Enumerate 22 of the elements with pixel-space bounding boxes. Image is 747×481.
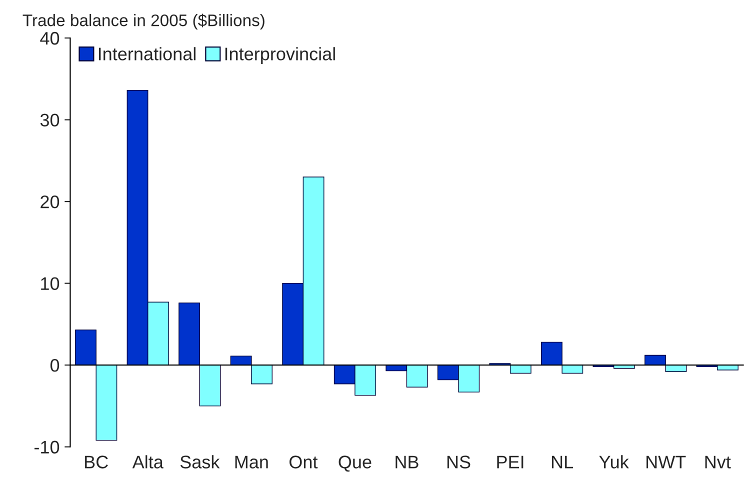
- x-tick-label: NB: [396, 456, 418, 468]
- y-tick-label: 40: [40, 32, 60, 45]
- x-tick-label: NWT: [646, 456, 686, 468]
- y-tick-label: 20: [40, 195, 60, 208]
- x-tick-label: NL: [552, 456, 573, 468]
- y-tick-label: -10: [34, 440, 60, 454]
- y-tick-label: 0: [50, 359, 60, 372]
- legend-label: Interprovincial: [225, 47, 335, 64]
- x-tick-label: Ont: [290, 456, 318, 468]
- x-tick-label: Alta: [132, 455, 164, 468]
- x-tick-label: Nvt: [705, 456, 731, 468]
- x-tick-label: Que: [338, 456, 372, 472]
- y-axis-title: Trade balance in 2005 ($Billions): [22, 14, 264, 30]
- y-tick-label: 30: [40, 114, 60, 126]
- x-tick-label: Yuk: [599, 455, 629, 468]
- x-tick-label: Man: [235, 456, 268, 468]
- x-tick-label: BC: [85, 456, 108, 468]
- legend-label: International: [98, 47, 196, 60]
- x-tick-label: NS: [447, 456, 470, 468]
- y-tick-label: 10: [41, 277, 60, 290]
- x-tick-label: PEI: [497, 456, 524, 468]
- x-tick-label: Sask: [180, 455, 220, 468]
